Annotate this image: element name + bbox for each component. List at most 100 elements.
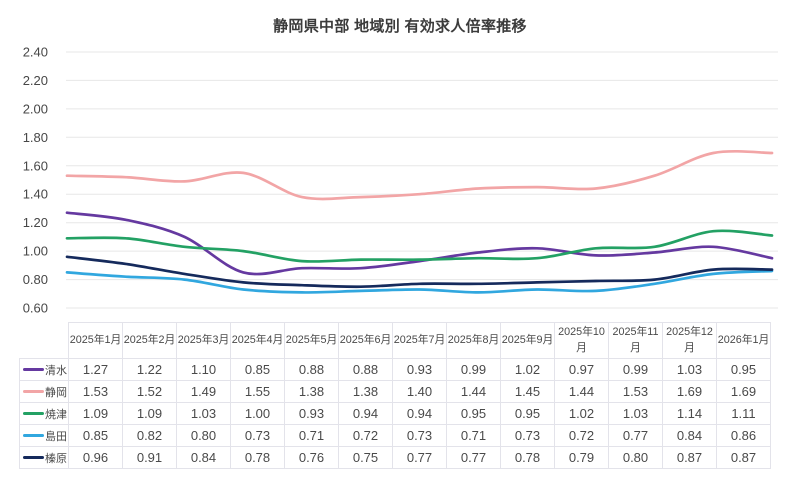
month-header: 2025年6月 <box>338 322 393 359</box>
value-cell: 0.94 <box>338 402 393 425</box>
legend-cell: 静岡 <box>19 380 69 403</box>
data-table: 2025年1月 2025年2月 2025年3月 2025年4月 2025年5月 2025年… <box>19 322 771 469</box>
value-cell: 1.22 <box>122 358 177 381</box>
value-cell: 0.87 <box>716 446 771 469</box>
value-cell: 1.09 <box>122 402 177 425</box>
series-name: 焼津 <box>45 408 67 421</box>
month-header: 2025年7月 <box>392 322 447 359</box>
y-axis-tick-label: 1.00 <box>23 244 48 259</box>
value-cell: 1.00 <box>230 402 285 425</box>
value-cell: 1.45 <box>500 380 555 403</box>
value-cell: 1.49 <box>176 380 231 403</box>
value-cell: 0.97 <box>554 358 609 381</box>
value-cell: 0.86 <box>716 424 771 447</box>
y-axis-tick-label: 1.40 <box>23 187 48 202</box>
table-row: 焼津 1.09 1.09 1.03 1.00 0.93 0.94 0.94 0.95 0.95 1.… <box>19 402 771 425</box>
value-cell: 1.53 <box>608 380 663 403</box>
value-cell: 0.77 <box>392 446 447 469</box>
value-cell: 0.73 <box>392 424 447 447</box>
series-line-swatch-icon <box>23 368 44 371</box>
value-cell: 0.77 <box>608 424 663 447</box>
month-header: 2025年12 月 <box>662 322 717 359</box>
legend-entry: 清水 <box>20 362 68 378</box>
legend-cell: 清水 <box>19 358 69 381</box>
legend-cell: 榛原 <box>19 446 69 469</box>
value-cell: 0.91 <box>122 446 177 469</box>
y-axis-tick-label: 1.80 <box>23 130 48 145</box>
legend-entry: 榛原 <box>20 450 68 466</box>
value-cell: 0.71 <box>284 424 339 447</box>
table-row: 清水 1.27 1.22 1.10 0.85 0.88 0.88 0.93 0.99 1.02 0.… <box>19 358 771 381</box>
series-name: 榛原 <box>45 452 67 465</box>
table-corner-cell <box>20 323 69 359</box>
value-cell: 1.03 <box>608 402 663 425</box>
value-cell: 0.88 <box>284 358 339 381</box>
month-header: 2025年3月 <box>176 322 231 359</box>
month-header: 2025年4月 <box>230 322 285 359</box>
month-header: 2025年8月 <box>446 322 501 359</box>
month-header: 2025年9月 <box>500 322 555 359</box>
value-cell: 1.11 <box>716 402 771 425</box>
table-header-row: 2025年1月 2025年2月 2025年3月 2025年4月 2025年5月 2025年… <box>20 322 771 359</box>
value-cell: 1.55 <box>230 380 285 403</box>
value-cell: 1.44 <box>554 380 609 403</box>
y-axis-tick-label: 0.60 <box>23 301 48 316</box>
value-cell: 1.14 <box>662 402 717 425</box>
value-cell: 0.99 <box>446 358 501 381</box>
value-cell: 0.95 <box>446 402 501 425</box>
value-cell: 0.95 <box>716 358 771 381</box>
value-cell: 0.77 <box>446 446 501 469</box>
value-cell: 0.76 <box>284 446 339 469</box>
value-cell: 0.82 <box>122 424 177 447</box>
table-row: 静岡 1.53 1.52 1.49 1.55 1.38 1.38 1.40 1.44 1.45 1.… <box>19 380 771 403</box>
month-header: 2025年2月 <box>122 322 177 359</box>
y-axis-tick-label: 2.40 <box>23 45 48 60</box>
legend-entry: 静岡 <box>20 384 68 400</box>
legend-entry: 島田 <box>20 428 68 444</box>
value-cell: 1.02 <box>500 358 555 381</box>
line-chart: 2.40 2.20 2.00 1.80 1.60 1.40 1.20 1.00 0.80 0.60 <box>23 45 778 316</box>
value-cell: 0.87 <box>662 446 717 469</box>
y-axis-tick-label: 2.00 <box>23 101 48 116</box>
value-cell: 0.78 <box>230 446 285 469</box>
series-line-3 <box>65 269 774 294</box>
value-cell: 0.78 <box>500 446 555 469</box>
value-cell: 1.27 <box>68 358 123 381</box>
series-line-1 <box>65 149 774 201</box>
table-head: 2025年1月 2025年2月 2025年3月 2025年4月 2025年5月 2025年… <box>20 322 771 359</box>
value-cell: 1.38 <box>338 380 393 403</box>
legend-entry: 焼津 <box>20 406 68 422</box>
value-cell: 1.03 <box>662 358 717 381</box>
y-axis-tick-label: 1.20 <box>23 215 48 230</box>
value-cell: 1.03 <box>176 402 231 425</box>
series-line-0 <box>65 211 774 276</box>
series-line-swatch-icon <box>23 456 44 459</box>
value-cell: 0.80 <box>176 424 231 447</box>
value-cell: 0.84 <box>176 446 231 469</box>
value-cell: 1.40 <box>392 380 447 403</box>
value-cell: 0.80 <box>608 446 663 469</box>
table-body: 清水 1.27 1.22 1.10 0.85 0.88 0.88 0.93 0.99 1.02 0.… <box>19 358 771 469</box>
chart-title: 静岡県中部 地域別 有効求人倍率推移 <box>273 18 527 35</box>
value-cell: 1.02 <box>554 402 609 425</box>
value-cell: 0.84 <box>662 424 717 447</box>
value-cell: 0.94 <box>392 402 447 425</box>
value-cell: 1.10 <box>176 358 231 381</box>
series-line-swatch-icon <box>23 390 44 393</box>
value-cell: 0.93 <box>392 358 447 381</box>
series-line-4 <box>65 255 774 289</box>
value-cell: 0.99 <box>608 358 663 381</box>
value-cell: 1.53 <box>68 380 123 403</box>
legend-cell: 島田 <box>19 424 69 447</box>
y-axis-tick-label: 2.20 <box>23 73 48 88</box>
series-name: 静岡 <box>45 386 67 399</box>
value-cell: 0.73 <box>500 424 555 447</box>
series-line-swatch-icon <box>23 412 44 415</box>
y-axis-tick-label: 1.60 <box>23 158 48 173</box>
month-header: 2025年10 月 <box>554 322 609 359</box>
y-axis-tick-label: 0.80 <box>23 272 48 287</box>
value-cell: 0.85 <box>68 424 123 447</box>
series-line-swatch-icon <box>23 434 44 437</box>
value-cell: 0.72 <box>338 424 393 447</box>
